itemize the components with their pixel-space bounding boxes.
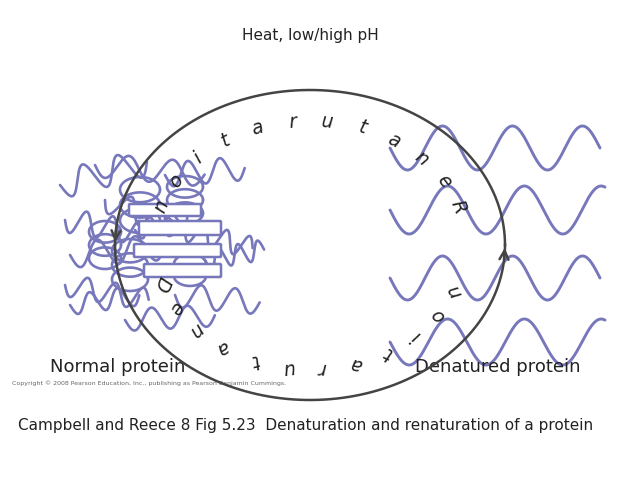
Text: a: a: [348, 353, 364, 374]
Text: u: u: [321, 112, 335, 132]
Text: t: t: [380, 342, 395, 363]
Text: a: a: [214, 337, 233, 359]
Text: i: i: [190, 150, 206, 168]
Text: i: i: [408, 327, 423, 346]
Text: o: o: [165, 171, 188, 192]
FancyBboxPatch shape: [144, 264, 221, 277]
Text: Denatured protein: Denatured protein: [415, 358, 580, 376]
Text: o: o: [428, 305, 449, 326]
Text: a: a: [385, 130, 404, 152]
Text: D: D: [150, 273, 173, 294]
Text: n: n: [186, 319, 207, 341]
Text: n: n: [150, 198, 173, 216]
Text: e: e: [433, 171, 454, 192]
FancyBboxPatch shape: [129, 204, 201, 216]
Text: t: t: [218, 131, 233, 151]
Text: R: R: [447, 197, 470, 216]
Text: t: t: [248, 350, 260, 371]
FancyBboxPatch shape: [139, 221, 221, 235]
Text: t: t: [356, 118, 369, 138]
Text: r: r: [287, 112, 297, 132]
FancyBboxPatch shape: [134, 244, 221, 257]
Text: n: n: [412, 147, 433, 170]
Text: a: a: [250, 118, 266, 139]
Text: e: e: [165, 298, 187, 319]
Text: r: r: [317, 359, 326, 378]
Text: Heat, low/high pH: Heat, low/high pH: [242, 28, 378, 43]
Text: Normal protein: Normal protein: [51, 358, 186, 376]
Text: Campbell and Reece 8 Fig 5.23  Denaturation and renaturation of a protein: Campbell and Reece 8 Fig 5.23 Denaturati…: [18, 418, 593, 433]
Text: u: u: [280, 358, 294, 378]
Text: n: n: [444, 282, 466, 301]
Text: Copyright © 2008 Pearson Education, Inc., publishing as Pearson Benjamin Cumming: Copyright © 2008 Pearson Education, Inc.…: [12, 380, 286, 385]
